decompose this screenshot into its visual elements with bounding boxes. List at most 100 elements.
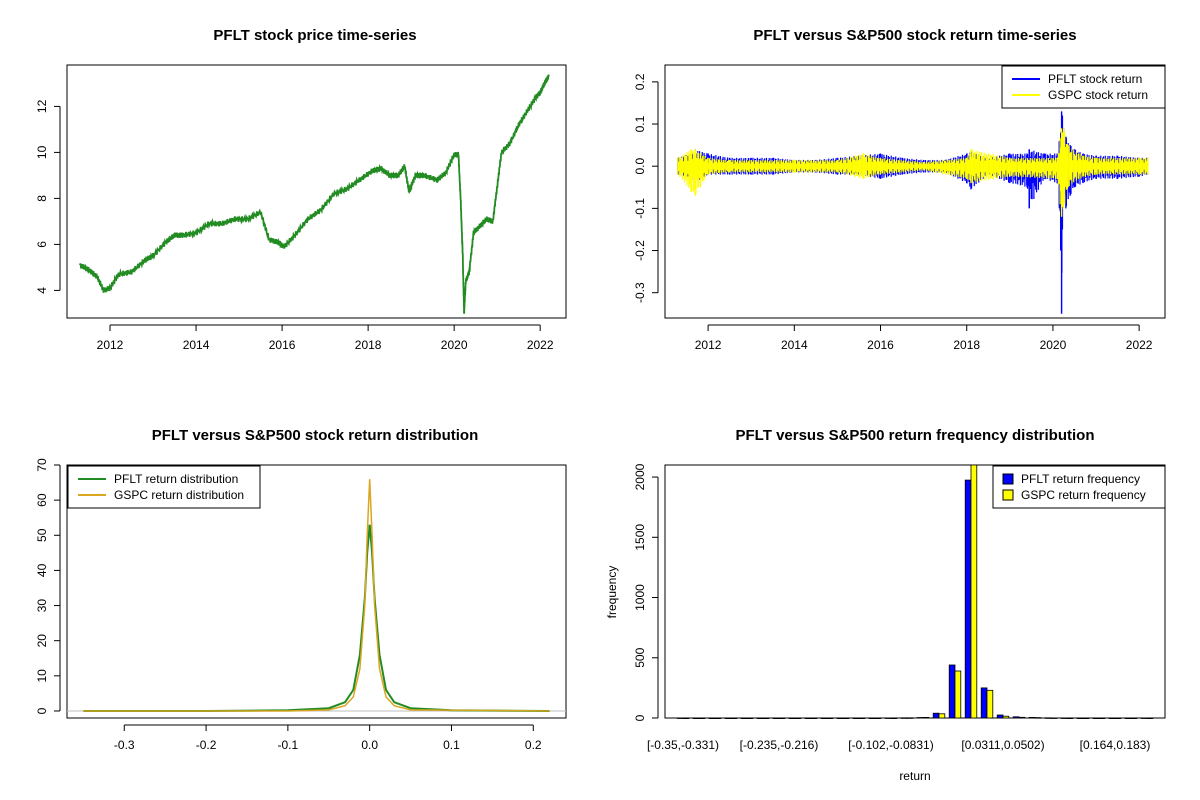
y-tick-label: 12 [35,99,49,113]
pflt-frequency-bar [1012,716,1020,719]
pflt-density-line [83,524,550,712]
x-tick-label: [0.0311,0.0502) [961,738,1044,752]
x-tick-label: 2020 [1040,338,1067,352]
legend-label: GSPC return frequency [1021,488,1146,502]
gspc-frequency-bar [810,717,818,720]
x-tick-label: [-0.102,-0.0831) [848,738,933,752]
gspc-frequency-bar [970,464,978,719]
pflt-frequency-bar [788,717,796,720]
gspc-frequency-bar [1050,717,1058,719]
y-tick-label: 40 [35,563,49,577]
gspc-frequency-bar [938,713,946,719]
x-tick-label: [-0.35,-0.331) [647,738,719,752]
frequency-x-axis-label: return [899,769,930,783]
pflt-frequency-bar [1028,717,1036,719]
frequency-y-axis-label: frequency [605,566,619,619]
pflt-frequency-bar [772,717,780,720]
x-tick-label: -0.3 [114,738,135,752]
x-tick-label: 2014 [183,338,210,352]
y-tick-label: 6 [35,241,49,248]
y-tick-label: 50 [35,528,49,542]
density-panel: PFLT versus S&P500 stock return distribu… [35,427,567,752]
legend-label: PFLT return distribution [114,472,238,486]
y-tick-label: 500 [633,647,647,667]
gspc-frequency-bar [826,717,834,720]
x-tick-label: -0.1 [278,738,299,752]
y-tick-label: 0 [35,707,49,714]
pflt-frequency-bar [996,714,1004,719]
gspc-frequency-bar [1098,717,1106,720]
gspc-frequency-bar [714,717,722,720]
pflt-frequency-bar [916,717,924,719]
y-tick-label: 0 [633,714,647,721]
x-tick-label: 2016 [867,338,894,352]
y-tick-label: 20 [35,634,49,648]
y-tick-label: 70 [35,458,49,472]
price-chart-title: PFLT stock price time-series [213,27,416,44]
pflt-frequency-bar [900,717,908,719]
plot-frame [66,464,567,719]
legend-swatch [1002,473,1014,485]
y-tick-label: 0.0 [633,158,647,175]
gspc-frequency-bar [842,717,850,720]
x-tick-label: 0.2 [525,738,542,752]
gspc-frequency-bar [954,670,962,719]
pflt-frequency-bar [676,717,684,719]
y-tick-label: 2000 [633,463,647,490]
x-tick-label: 2014 [781,338,808,352]
pflt-frequency-bar [884,717,892,719]
y-tick-label: 60 [35,493,49,507]
y-tick-label: 1000 [633,584,647,611]
x-tick-label: 0.1 [443,738,460,752]
pflt-frequency-bar [1076,717,1084,720]
gspc-frequency-bar [778,717,786,720]
y-tick-label: -0.3 [633,282,647,303]
x-tick-label: 2016 [269,338,296,352]
legend-box [992,465,1166,509]
gspc-frequency-bar [922,717,930,719]
y-tick-label: -0.1 [633,198,647,219]
x-tick-label: 2020 [441,338,468,352]
gspc-frequency-bar [730,717,738,720]
gspc-frequency-bar [698,717,706,720]
pflt-frequency-bar [932,712,940,719]
pflt-frequency-bar [1140,717,1148,719]
pflt-frequency-bar [836,717,844,720]
x-tick-label: -0.2 [196,738,217,752]
gspc-frequency-bar [1146,717,1154,720]
legend-label: PFLT stock return [1048,72,1142,86]
y-tick-label: 4 [35,287,49,294]
frequency-panel: PFLT versus S&P500 return frequency dist… [605,427,1166,783]
x-tick-label: 0.0 [361,738,378,752]
gspc-frequency-bar [858,717,866,720]
y-tick-label: 0.1 [633,115,647,132]
gspc-frequency-bar [874,717,882,720]
pflt-frequency-bar [692,717,700,720]
legend-label: PFLT return frequency [1021,472,1140,486]
y-tick-label: 0.2 [633,73,647,90]
legend-label: GSPC stock return [1048,88,1148,102]
pflt-frequency-bar [1044,717,1052,719]
pflt-frequency-bar [804,717,812,720]
gspc-frequency-bar [1066,717,1074,720]
plot-frame [664,64,1166,319]
pflt-frequency-bar [820,717,828,720]
pflt-frequency-bar [1060,717,1068,719]
pflt-frequency-bar [1108,717,1116,720]
y-tick-label: 1500 [633,524,647,551]
x-tick-label: 2012 [695,338,722,352]
y-tick-label: 10 [35,145,49,159]
pflt-frequency-bar [868,717,876,720]
x-tick-label: [-0.235,-0.216) [740,738,819,752]
gspc-frequency-bar [746,717,754,720]
legend-box [67,465,261,509]
gspc-frequency-bar [1082,717,1090,720]
pflt-frequency-bar [980,687,988,719]
pflt-frequency-bar [708,717,716,720]
returns-panel: PFLT versus S&P500 stock return time-ser… [633,27,1166,352]
gspc-frequency-bar [794,717,802,720]
pflt-frequency-bar [948,664,956,719]
pflt-frequency-bar [756,717,764,720]
gspc-density-line [83,479,550,712]
